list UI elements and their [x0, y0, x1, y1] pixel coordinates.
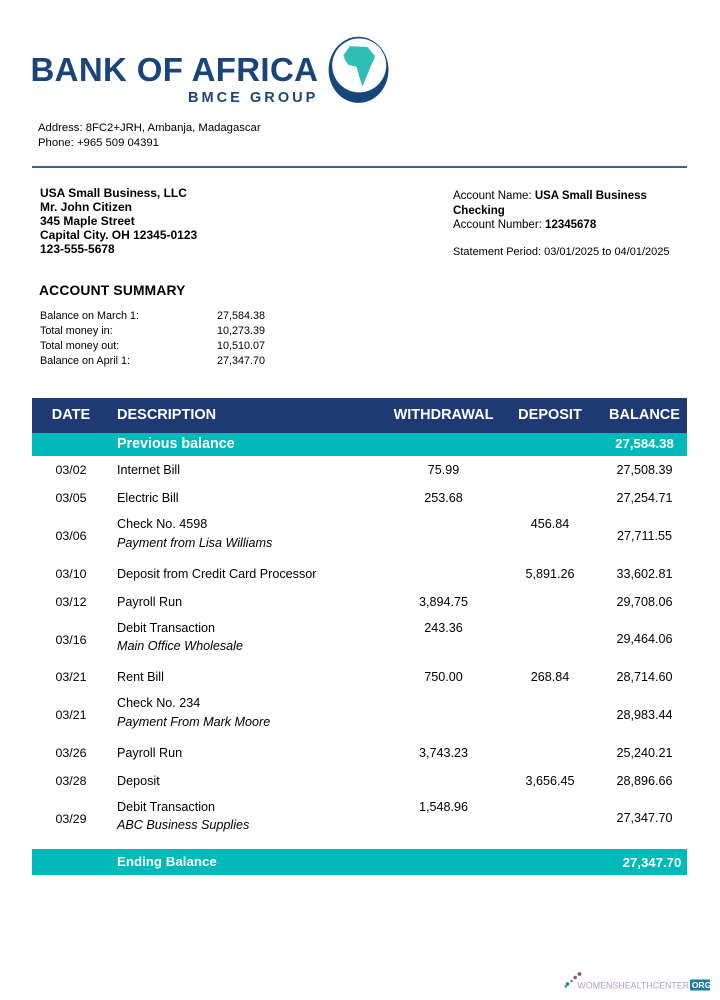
svg-text:ORG: ORG [692, 980, 712, 990]
svg-text:WOMENSHEALTHCENTER.: WOMENSHEALTHCENTER. [578, 980, 692, 990]
